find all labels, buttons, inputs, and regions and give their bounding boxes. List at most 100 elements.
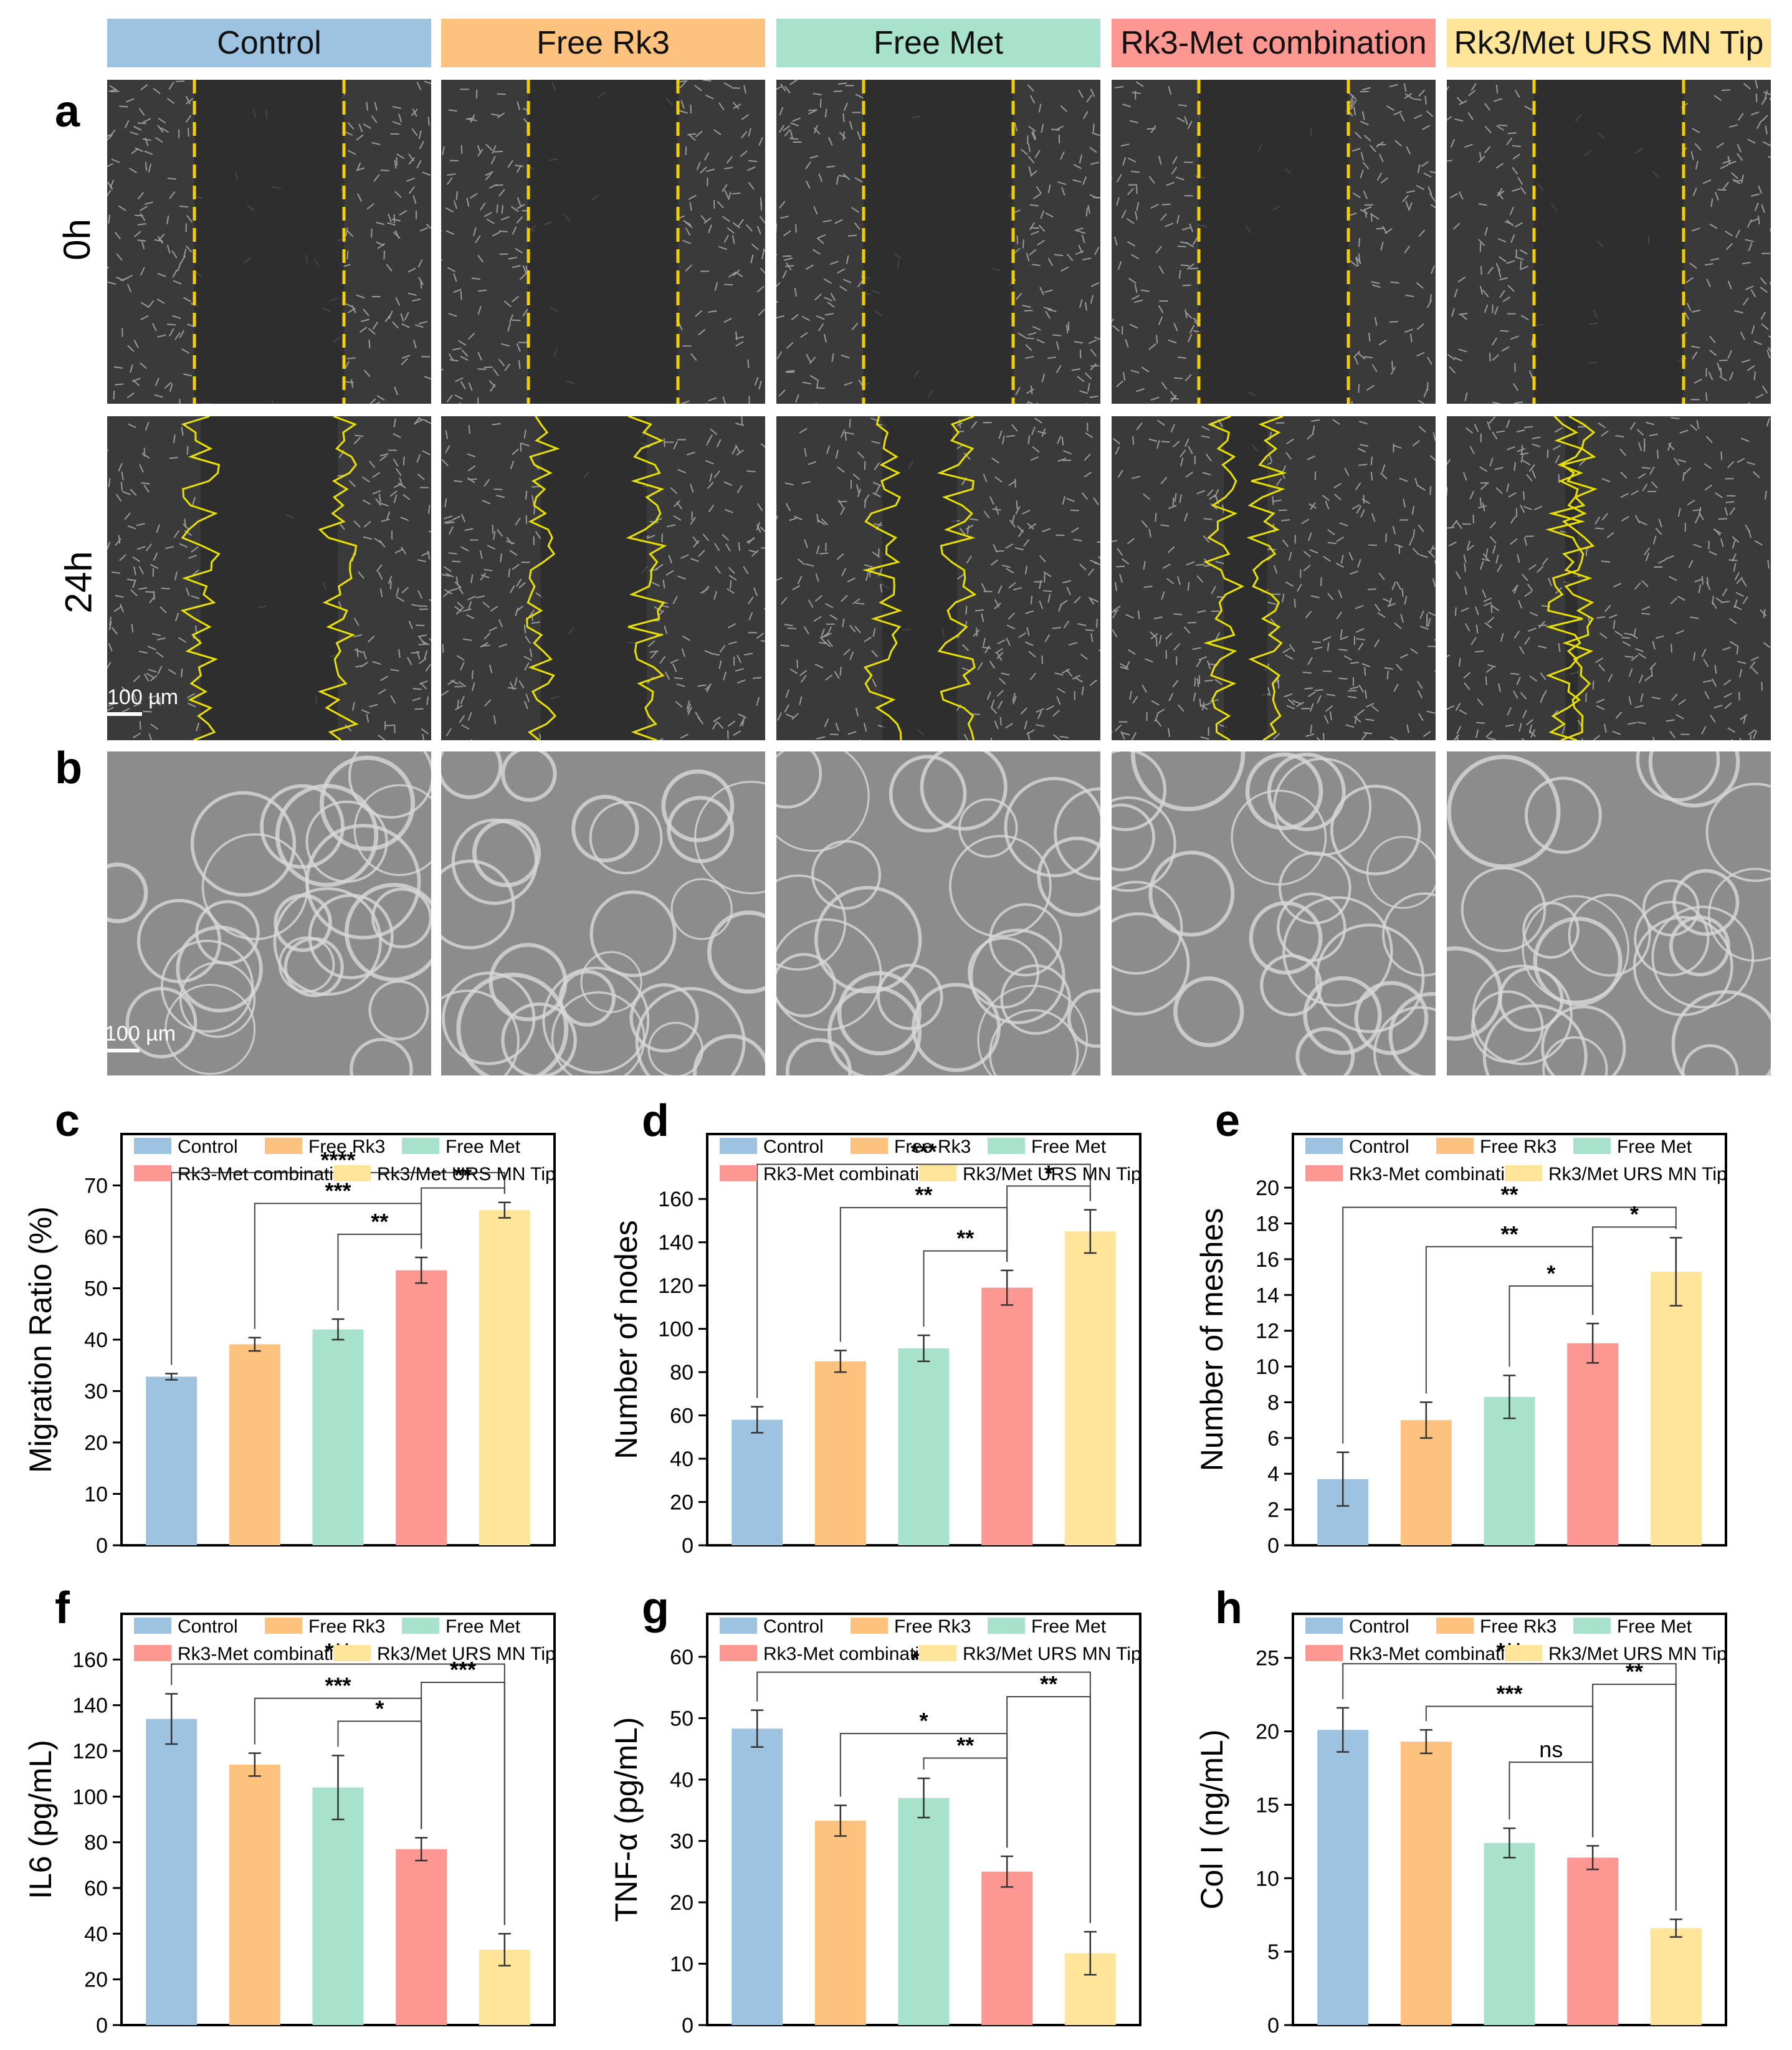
bar-free-met xyxy=(1484,1397,1535,1545)
legend-label: Control xyxy=(178,1616,238,1637)
legend-label: Rk3-Met combination xyxy=(178,1164,354,1185)
y-tick-label: 14 xyxy=(1256,1284,1279,1307)
bar-control xyxy=(1317,1730,1368,2025)
legend-swatch xyxy=(1305,1138,1343,1154)
y-axis-label: Col I (ng/mL) xyxy=(1194,1730,1229,1910)
significance-label: * xyxy=(1547,1261,1555,1286)
bar-free-met xyxy=(1484,1843,1535,2025)
legend-label: Rk3/Met URS MN Tip xyxy=(1548,1164,1727,1185)
y-tick-label: 160 xyxy=(72,1648,108,1672)
legend-swatch xyxy=(402,1618,439,1634)
y-tick-label: 20 xyxy=(670,1891,693,1915)
legend-swatch xyxy=(988,1138,1025,1154)
scale-bar-line xyxy=(105,1049,140,1052)
bar-control xyxy=(146,1719,197,2025)
significance-label: ** xyxy=(1500,1221,1518,1247)
y-tick-label: 80 xyxy=(670,1361,693,1385)
y-tick-label: 25 xyxy=(1256,1647,1279,1671)
significance-label: ** xyxy=(1040,1671,1057,1697)
significance-label: *** xyxy=(325,1673,351,1699)
y-tick-label: 0 xyxy=(682,2014,693,2038)
bar-rk3-met-urs-mn-tip xyxy=(1651,1928,1702,2025)
y-axis-label: Number of meshes xyxy=(1194,1208,1229,1471)
legend-label: Free Met xyxy=(446,1616,521,1637)
y-tick-label: 15 xyxy=(1256,1793,1279,1817)
legend-label: Free Rk3 xyxy=(894,1616,971,1637)
legend-label: Free Met xyxy=(1617,1137,1692,1157)
y-tick-label: 60 xyxy=(670,1646,693,1669)
legend-swatch xyxy=(720,1618,757,1634)
scale-bar-label: 100 µm xyxy=(107,685,178,710)
y-tick-label: 60 xyxy=(84,1226,108,1249)
significance-label: ** xyxy=(956,1732,974,1758)
micrograph-24h-rk3-met-urs-mn-tip xyxy=(1447,416,1771,740)
header-free-met: Free Met xyxy=(776,19,1100,67)
y-axis-label: Migration Ratio (%) xyxy=(23,1206,58,1473)
legend-swatch xyxy=(1436,1618,1474,1634)
significance-label: ** xyxy=(915,1182,932,1208)
row-label-24h: 24h xyxy=(57,551,100,613)
bar-rk3-met-urs-mn-tip xyxy=(1065,1231,1116,1545)
header-control: Control xyxy=(107,19,431,67)
micrograph-24h-rk3-met-combination xyxy=(1112,416,1436,740)
y-tick-label: 10 xyxy=(84,1483,108,1507)
bar-free-met xyxy=(313,1330,364,1546)
significance-label: * xyxy=(919,1708,928,1733)
legend-label: Control xyxy=(763,1616,824,1637)
header-urs-mn-tip: Rk3/Met URS MN Tip xyxy=(1447,19,1771,67)
scale-bar-a: 100 µm xyxy=(107,685,178,716)
micrograph-0h-rk3-met-combination xyxy=(1112,80,1436,404)
bar-rk3-met-urs-mn-tip xyxy=(1651,1272,1702,1545)
y-tick-label: 60 xyxy=(670,1404,693,1428)
significance-label: *** xyxy=(1496,1681,1522,1707)
y-tick-label: 40 xyxy=(670,1768,693,1792)
significance-label: ns xyxy=(1539,1737,1563,1762)
y-tick-label: 8 xyxy=(1267,1391,1279,1414)
legend-label: Rk3/Met URS MN Tip xyxy=(963,1644,1141,1664)
row-label-0h: 0h xyxy=(55,219,98,260)
y-tick-label: 50 xyxy=(84,1277,108,1301)
legend-swatch xyxy=(402,1138,439,1154)
bar-control xyxy=(732,1728,783,2025)
y-tick-label: 0 xyxy=(1267,1534,1279,1558)
micrograph-0h-rk3-met-urs-mn-tip xyxy=(1447,80,1771,404)
legend-swatch xyxy=(333,1645,371,1661)
legend-label: Free Met xyxy=(1031,1137,1107,1157)
y-axis-label: Number of nodes xyxy=(609,1220,644,1459)
bar-free-met xyxy=(898,1798,950,2025)
y-tick-label: 5 xyxy=(1267,1940,1279,1964)
y-tick-label: 0 xyxy=(96,2014,108,2038)
header-rk3-met-combination: Rk3-Met combination xyxy=(1112,19,1436,67)
y-tick-label: 160 xyxy=(658,1188,693,1211)
micrograph-24h-free-rk3 xyxy=(441,416,765,740)
y-tick-label: 20 xyxy=(1256,1720,1279,1744)
legend-label: Rk3/Met URS MN Tip xyxy=(1548,1644,1727,1664)
legend-swatch xyxy=(1305,1165,1343,1181)
legend-label: Free Rk3 xyxy=(1480,1616,1556,1637)
legend-swatch xyxy=(1436,1138,1474,1154)
y-tick-label: 6 xyxy=(1267,1427,1279,1451)
micrograph-tube-rk3-met-combination xyxy=(1112,751,1436,1075)
legend-swatch xyxy=(333,1165,371,1181)
legend-label: Control xyxy=(1349,1137,1409,1157)
legend-label: Free Rk3 xyxy=(894,1137,971,1157)
legend-label: Rk3-Met combination xyxy=(763,1644,940,1664)
bar-free-rk3 xyxy=(815,1821,866,2025)
legend-swatch xyxy=(1573,1618,1611,1634)
y-tick-label: 40 xyxy=(84,1922,108,1946)
bar-rk3-met-combination xyxy=(1567,1343,1618,1545)
legend-label: Rk3-Met combination xyxy=(178,1644,354,1664)
y-tick-label: 20 xyxy=(670,1491,693,1515)
legend-swatch xyxy=(988,1618,1025,1634)
legend-swatch xyxy=(720,1138,757,1154)
legend-swatch xyxy=(265,1138,302,1154)
y-tick-label: 18 xyxy=(1256,1212,1279,1236)
y-tick-label: 20 xyxy=(1256,1176,1279,1200)
